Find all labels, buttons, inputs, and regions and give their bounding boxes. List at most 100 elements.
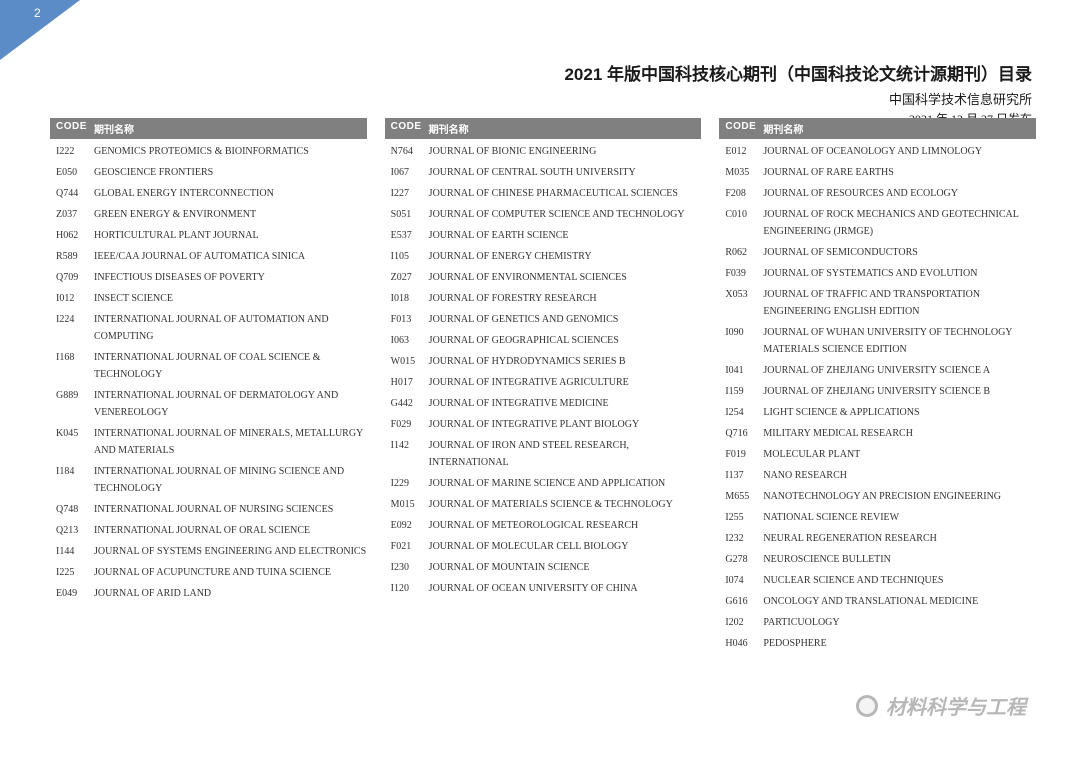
journal-code: N764 [385, 143, 429, 160]
journal-code: I254 [719, 404, 763, 421]
journal-code: M035 [719, 164, 763, 181]
journal-code: E049 [50, 585, 94, 602]
journal-code: H062 [50, 227, 94, 244]
table-row: I168INTERNATIONAL JOURNAL OF COAL SCIENC… [50, 345, 367, 383]
journal-code: G442 [385, 395, 429, 412]
journal-code: I224 [50, 311, 94, 345]
journal-name: JOURNAL OF CHINESE PHARMACEUTICAL SCIENC… [429, 185, 702, 202]
journal-code: I184 [50, 463, 94, 497]
journal-code: C010 [719, 206, 763, 240]
table-row: I144JOURNAL OF SYSTEMS ENGINEERING AND E… [50, 539, 367, 560]
table-row: I137NANO RESEARCH [719, 463, 1036, 484]
journal-code: I230 [385, 559, 429, 576]
journal-code: I105 [385, 248, 429, 265]
journal-name: JOURNAL OF OCEANOLOGY AND LIMNOLOGY [763, 143, 1036, 160]
table-row: Z037GREEN ENERGY & ENVIRONMENT [50, 202, 367, 223]
table-row: I225JOURNAL OF ACUPUNCTURE AND TUINA SCI… [50, 560, 367, 581]
journal-code: I222 [50, 143, 94, 160]
journal-code: M015 [385, 496, 429, 513]
journal-name: INTERNATIONAL JOURNAL OF MINING SCIENCE … [94, 463, 367, 497]
journal-code: Q213 [50, 522, 94, 539]
table-row: F039JOURNAL OF SYSTEMATICS AND EVOLUTION [719, 261, 1036, 282]
header-name: 期刊名称 [429, 121, 702, 136]
column-header: CODE期刊名称 [385, 118, 702, 139]
journal-code: F039 [719, 265, 763, 282]
journal-code: F208 [719, 185, 763, 202]
table-row: F019MOLECULAR PLANT [719, 442, 1036, 463]
journal-name: GENOMICS PROTEOMICS & BIOINFORMATICS [94, 143, 367, 160]
table-row: S051JOURNAL OF COMPUTER SCIENCE AND TECH… [385, 202, 702, 223]
table-row: F021JOURNAL OF MOLECULAR CELL BIOLOGY [385, 534, 702, 555]
table-row: I074NUCLEAR SCIENCE AND TECHNIQUES [719, 568, 1036, 589]
table-row: F013JOURNAL OF GENETICS AND GENOMICS [385, 307, 702, 328]
journal-name: JOURNAL OF WUHAN UNIVERSITY OF TECHNOLOG… [763, 324, 1036, 358]
table-row: E049JOURNAL OF ARID LAND [50, 581, 367, 602]
table-row: I227JOURNAL OF CHINESE PHARMACEUTICAL SC… [385, 181, 702, 202]
journal-name: IEEE/CAA JOURNAL OF AUTOMATICA SINICA [94, 248, 367, 265]
table-row: I255NATIONAL SCIENCE REVIEW [719, 505, 1036, 526]
journal-name: JOURNAL OF SEMICONDUCTORS [763, 244, 1036, 261]
wechat-icon [856, 695, 878, 717]
table-row: G616ONCOLOGY AND TRANSLATIONAL MEDICINE [719, 589, 1036, 610]
journal-name: JOURNAL OF MARINE SCIENCE AND APPLICATIO… [429, 475, 702, 492]
journal-code: Z027 [385, 269, 429, 286]
table-row: I159JOURNAL OF ZHEJIANG UNIVERSITY SCIEN… [719, 379, 1036, 400]
table-row: I202PARTICUOLOGY [719, 610, 1036, 631]
journal-name: JOURNAL OF RARE EARTHS [763, 164, 1036, 181]
journal-name: JOURNAL OF BIONIC ENGINEERING [429, 143, 702, 160]
table-row: Q744GLOBAL ENERGY INTERCONNECTION [50, 181, 367, 202]
journal-code: F029 [385, 416, 429, 433]
journal-code: E050 [50, 164, 94, 181]
journal-code: I142 [385, 437, 429, 471]
table-row: H017JOURNAL OF INTEGRATIVE AGRICULTURE [385, 370, 702, 391]
journal-name: LIGHT SCIENCE & APPLICATIONS [763, 404, 1036, 421]
journal-code: I159 [719, 383, 763, 400]
journal-name: INTERNATIONAL JOURNAL OF NURSING SCIENCE… [94, 501, 367, 518]
journal-name: JOURNAL OF INTEGRATIVE PLANT BIOLOGY [429, 416, 702, 433]
column-header: CODE期刊名称 [50, 118, 367, 139]
table-row: Q748INTERNATIONAL JOURNAL OF NURSING SCI… [50, 497, 367, 518]
journal-name: JOURNAL OF ENVIRONMENTAL SCIENCES [429, 269, 702, 286]
table-row: I229JOURNAL OF MARINE SCIENCE AND APPLIC… [385, 471, 702, 492]
table-row: I120JOURNAL OF OCEAN UNIVERSITY OF CHINA [385, 576, 702, 597]
journal-code: I227 [385, 185, 429, 202]
journal-code: G616 [719, 593, 763, 610]
table-row: E012JOURNAL OF OCEANOLOGY AND LIMNOLOGY [719, 139, 1036, 160]
journal-code: R589 [50, 248, 94, 265]
journal-code: I067 [385, 164, 429, 181]
table-row: G278NEUROSCIENCE BULLETIN [719, 547, 1036, 568]
journal-name: NEUROSCIENCE BULLETIN [763, 551, 1036, 568]
table-row: F029JOURNAL OF INTEGRATIVE PLANT BIOLOGY [385, 412, 702, 433]
journal-code: G278 [719, 551, 763, 568]
journal-code: F013 [385, 311, 429, 328]
table-row: H046PEDOSPHERE [719, 631, 1036, 652]
table-row: I090JOURNAL OF WUHAN UNIVERSITY OF TECHN… [719, 320, 1036, 358]
header-code: CODE [719, 121, 763, 136]
table-row: I142JOURNAL OF IRON AND STEEL RESEARCH, … [385, 433, 702, 471]
header-code: CODE [50, 121, 94, 136]
journal-code: M655 [719, 488, 763, 505]
journal-name: NEURAL REGENERATION RESEARCH [763, 530, 1036, 547]
journal-name: JOURNAL OF INTEGRATIVE MEDICINE [429, 395, 702, 412]
journal-code: Q744 [50, 185, 94, 202]
journal-name: INTERNATIONAL JOURNAL OF AUTOMATION AND … [94, 311, 367, 345]
table-row: I232NEURAL REGENERATION RESEARCH [719, 526, 1036, 547]
table-row: M015JOURNAL OF MATERIALS SCIENCE & TECHN… [385, 492, 702, 513]
journal-name: JOURNAL OF ROCK MECHANICS AND GEOTECHNIC… [763, 206, 1036, 240]
journal-name: HORTICULTURAL PLANT JOURNAL [94, 227, 367, 244]
journal-code: S051 [385, 206, 429, 223]
journal-code: I225 [50, 564, 94, 581]
table-row: G889INTERNATIONAL JOURNAL OF DERMATOLOGY… [50, 383, 367, 421]
journal-code: H017 [385, 374, 429, 391]
journal-name: INSECT SCIENCE [94, 290, 367, 307]
journal-name: JOURNAL OF COMPUTER SCIENCE AND TECHNOLO… [429, 206, 702, 223]
journal-name: JOURNAL OF ENERGY CHEMISTRY [429, 248, 702, 265]
table-row: I224INTERNATIONAL JOURNAL OF AUTOMATION … [50, 307, 367, 345]
journal-name: GEOSCIENCE FRONTIERS [94, 164, 367, 181]
journal-column: CODE期刊名称E012JOURNAL OF OCEANOLOGY AND LI… [719, 118, 1036, 652]
table-row: I222GENOMICS PROTEOMICS & BIOINFORMATICS [50, 139, 367, 160]
journal-name: JOURNAL OF ARID LAND [94, 585, 367, 602]
journal-code: I168 [50, 349, 94, 383]
table-row: H062HORTICULTURAL PLANT JOURNAL [50, 223, 367, 244]
header-name: 期刊名称 [94, 121, 367, 136]
